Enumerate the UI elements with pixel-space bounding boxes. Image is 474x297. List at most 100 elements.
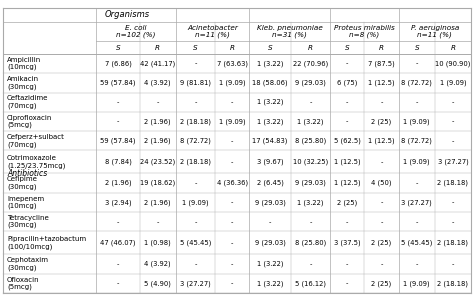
Text: 19 (18.62): 19 (18.62)	[140, 180, 175, 187]
Text: 1 (3.22): 1 (3.22)	[257, 99, 283, 105]
Text: 1 (9.09): 1 (9.09)	[219, 118, 246, 125]
Text: R: R	[155, 45, 160, 50]
Text: 59 (57.84): 59 (57.84)	[100, 138, 136, 144]
Text: -: -	[416, 180, 418, 186]
Text: Cotrimoxazole
(1.25/23.75mcg): Cotrimoxazole (1.25/23.75mcg)	[7, 155, 65, 169]
Text: -: -	[310, 99, 312, 105]
Text: 17 (54.83): 17 (54.83)	[253, 138, 288, 144]
Text: 42 (41.17): 42 (41.17)	[140, 60, 175, 67]
Text: S: S	[193, 45, 198, 50]
Text: 3 (37.5): 3 (37.5)	[334, 240, 361, 246]
Text: 10 (32.25): 10 (32.25)	[293, 159, 328, 165]
Text: 7 (87.5): 7 (87.5)	[368, 60, 395, 67]
Text: -: -	[380, 159, 383, 165]
Text: -: -	[231, 240, 233, 246]
Text: -: -	[380, 200, 383, 206]
Text: -: -	[194, 261, 197, 267]
Text: 9 (81.81): 9 (81.81)	[180, 80, 211, 86]
Text: R: R	[450, 45, 456, 50]
Text: 22 (70.96): 22 (70.96)	[293, 60, 328, 67]
Text: S: S	[345, 45, 349, 50]
Text: S: S	[116, 45, 120, 50]
Text: Ciprofloxacin
(5mcg): Ciprofloxacin (5mcg)	[7, 115, 52, 128]
Text: 2 (18.18): 2 (18.18)	[180, 159, 211, 165]
Text: 2 (25): 2 (25)	[372, 280, 392, 287]
Text: -: -	[194, 180, 197, 186]
Text: 47 (46.07): 47 (46.07)	[100, 240, 136, 246]
Text: 10 (90.90): 10 (90.90)	[435, 60, 471, 67]
Text: 9 (29.03): 9 (29.03)	[255, 240, 285, 246]
Text: 9 (29.03): 9 (29.03)	[255, 199, 285, 206]
Text: 2 (25): 2 (25)	[372, 240, 392, 246]
Text: -: -	[194, 61, 197, 67]
Text: Pipracilin+tazobactum
(100/10mcg): Pipracilin+tazobactum (100/10mcg)	[7, 236, 86, 250]
Text: 2 (1.96): 2 (1.96)	[105, 180, 131, 187]
Text: 1 (12.5): 1 (12.5)	[368, 138, 395, 144]
Text: 5 (45.45): 5 (45.45)	[401, 240, 432, 246]
Text: 3 (27.27): 3 (27.27)	[401, 199, 432, 206]
Text: -: -	[346, 99, 348, 105]
Text: 8 (72.72): 8 (72.72)	[401, 80, 432, 86]
Text: 3 (27.27): 3 (27.27)	[438, 159, 468, 165]
Text: 6 (75): 6 (75)	[337, 80, 357, 86]
Text: -: -	[156, 99, 159, 105]
Text: 2 (1.96): 2 (1.96)	[145, 138, 171, 144]
Text: S: S	[414, 45, 419, 50]
Text: 2 (18.18): 2 (18.18)	[438, 240, 468, 246]
Text: -: -	[231, 200, 233, 206]
Text: -: -	[346, 61, 348, 67]
Text: 1 (9.09): 1 (9.09)	[403, 159, 430, 165]
Text: Tetracycline
(30mcg): Tetracycline (30mcg)	[7, 215, 49, 228]
Text: -: -	[117, 219, 119, 225]
Text: 9 (29.03): 9 (29.03)	[295, 80, 326, 86]
Text: 1 (9.09): 1 (9.09)	[403, 118, 430, 125]
Text: -: -	[416, 261, 418, 267]
Text: 2 (25): 2 (25)	[372, 118, 392, 125]
Text: -: -	[346, 261, 348, 267]
Text: 1 (12.5): 1 (12.5)	[334, 180, 361, 187]
Text: -: -	[346, 280, 348, 286]
Text: -: -	[380, 261, 383, 267]
Text: 2 (1.96): 2 (1.96)	[145, 118, 171, 125]
Text: R: R	[308, 45, 313, 50]
Text: 1 (9.09): 1 (9.09)	[403, 280, 430, 287]
Text: 8 (72.72): 8 (72.72)	[180, 138, 211, 144]
Text: 1 (9.09): 1 (9.09)	[219, 80, 246, 86]
Text: -: -	[156, 219, 159, 225]
Text: Cefperz+sulbact
(70mcg): Cefperz+sulbact (70mcg)	[7, 134, 65, 148]
Text: E. coli
n=102 (%): E. coli n=102 (%)	[116, 25, 156, 38]
Text: -: -	[346, 119, 348, 124]
Text: Acinetobacter
n=11 (%): Acinetobacter n=11 (%)	[187, 25, 238, 38]
Text: R: R	[230, 45, 235, 50]
Text: 1 (3.22): 1 (3.22)	[257, 118, 283, 125]
Text: S: S	[268, 45, 273, 50]
Text: 5 (16.12): 5 (16.12)	[295, 280, 326, 287]
Text: -: -	[194, 219, 197, 225]
Text: -: -	[452, 99, 454, 105]
Text: 3 (2.94): 3 (2.94)	[105, 199, 131, 206]
Text: 2 (18.18): 2 (18.18)	[438, 180, 468, 187]
Text: 5 (45.45): 5 (45.45)	[180, 240, 211, 246]
Text: -: -	[117, 280, 119, 286]
Text: Amikacin
(30mcg): Amikacin (30mcg)	[7, 76, 39, 90]
Text: Organisms: Organisms	[104, 10, 149, 19]
Text: P. aeruginosa
n=11 (%): P. aeruginosa n=11 (%)	[410, 25, 459, 38]
Text: Ceftazidime
(70mcg): Ceftazidime (70mcg)	[7, 95, 48, 109]
Text: -: -	[380, 219, 383, 225]
Text: 1 (0.98): 1 (0.98)	[145, 240, 171, 246]
Text: 24 (23.52): 24 (23.52)	[140, 159, 175, 165]
Text: -: -	[416, 219, 418, 225]
Text: 4 (3.92): 4 (3.92)	[145, 261, 171, 267]
Text: Cephotaxim
(30mcg): Cephotaxim (30mcg)	[7, 257, 49, 271]
Text: 1 (3.22): 1 (3.22)	[257, 60, 283, 67]
Text: -: -	[416, 99, 418, 105]
Text: 18 (58.06): 18 (58.06)	[252, 80, 288, 86]
Text: 3 (27.27): 3 (27.27)	[180, 280, 211, 287]
Text: 4 (3.92): 4 (3.92)	[145, 80, 171, 86]
Text: -: -	[231, 99, 233, 105]
Text: -: -	[117, 99, 119, 105]
Text: 1 (9.09): 1 (9.09)	[182, 199, 209, 206]
Text: 2 (6.45): 2 (6.45)	[257, 180, 283, 187]
Text: 3 (9.67): 3 (9.67)	[257, 159, 283, 165]
Text: Antibiotics: Antibiotics	[7, 169, 47, 178]
